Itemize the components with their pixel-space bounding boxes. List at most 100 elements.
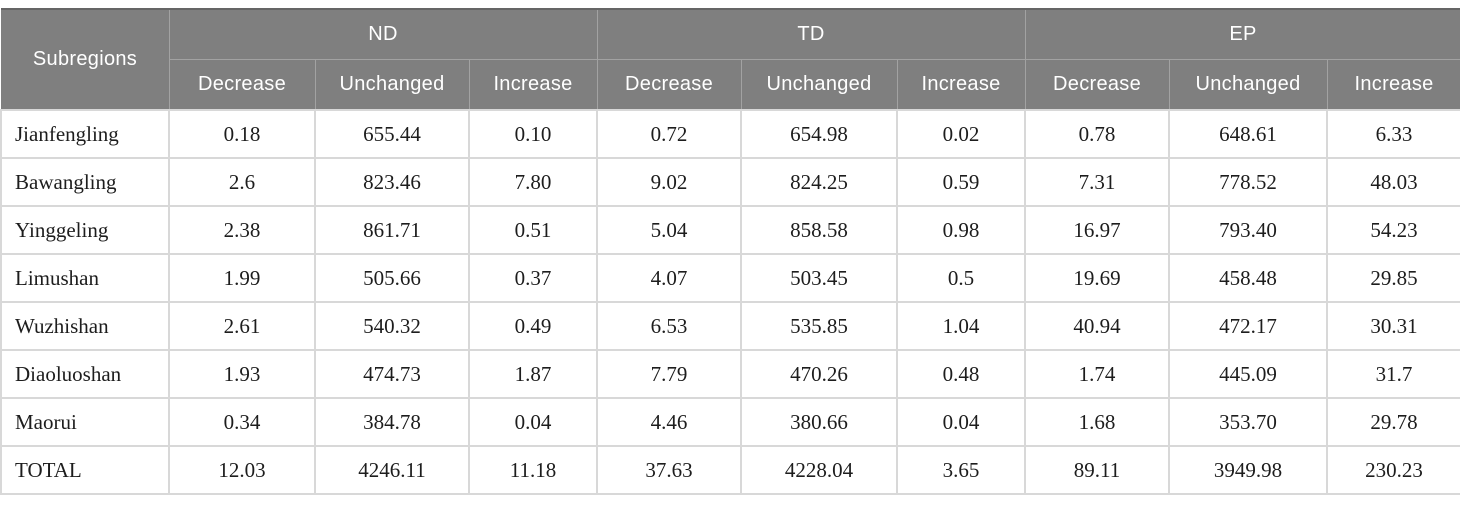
- cell-value: 353.70: [1168, 397, 1329, 447]
- cell-value: 3949.98: [1168, 445, 1329, 495]
- cell-value: 40.94: [1024, 301, 1171, 351]
- row-label: Jianfengling: [0, 109, 170, 159]
- cell-value: 29.78: [1326, 397, 1460, 447]
- cell-value: 12.03: [168, 445, 316, 495]
- cell-value: 0.37: [467, 253, 599, 303]
- cell-value: 0.04: [896, 397, 1027, 447]
- cell-value: 0.34: [168, 397, 316, 447]
- row-label: Diaoluoshan: [0, 349, 170, 399]
- table-row: Diaoluoshan 1.93 474.73 1.87 7.79 470.26 0.48 1…: [0, 349, 1460, 399]
- cell-value: 0.04: [467, 397, 599, 447]
- cell-value: 31.7: [1326, 349, 1460, 399]
- cell-value: 37.63: [596, 445, 743, 495]
- row-label: TOTAL: [0, 445, 170, 495]
- group-header-ep: EP: [1024, 8, 1460, 60]
- cell-value: 793.40: [1168, 205, 1329, 255]
- subregions-change-table: Subregions ND TD EP Decrease Unchanged I…: [0, 8, 1460, 495]
- group-header-td: TD: [596, 8, 1026, 60]
- cell-value: 5.04: [596, 205, 743, 255]
- cell-value: 384.78: [314, 397, 470, 447]
- cell-value: 470.26: [740, 349, 899, 399]
- cell-value: 89.11: [1024, 445, 1171, 495]
- cell-value: 823.46: [314, 157, 470, 207]
- cell-value: 474.73: [314, 349, 470, 399]
- cell-value: 0.98: [896, 205, 1027, 255]
- cell-value: 29.85: [1326, 253, 1460, 303]
- corner-header-subregions: Subregions: [0, 8, 170, 111]
- subheader-ep-unchanged: Unchanged: [1168, 59, 1328, 111]
- cell-value: 9.02: [596, 157, 743, 207]
- subheader-nd-increase: Increase: [468, 59, 598, 111]
- cell-value: 1.99: [168, 253, 316, 303]
- cell-value: 7.80: [467, 157, 599, 207]
- cell-value: 0.10: [467, 109, 599, 159]
- cell-value: 4228.04: [740, 445, 899, 495]
- cell-value: 230.23: [1326, 445, 1460, 495]
- subheader-ep-increase: Increase: [1326, 59, 1460, 111]
- cell-value: 472.17: [1168, 301, 1329, 351]
- row-label: Yinggeling: [0, 205, 170, 255]
- cell-value: 0.5: [896, 253, 1027, 303]
- cell-value: 648.61: [1168, 109, 1329, 159]
- table-row: Limushan 1.99 505.66 0.37 4.07 503.45 0.5 19.69…: [0, 253, 1460, 303]
- cell-value: 778.52: [1168, 157, 1329, 207]
- cell-value: 540.32: [314, 301, 470, 351]
- cell-value: 824.25: [740, 157, 899, 207]
- cell-value: 2.38: [168, 205, 316, 255]
- cell-value: 655.44: [314, 109, 470, 159]
- row-label: Limushan: [0, 253, 170, 303]
- cell-value: 0.18: [168, 109, 316, 159]
- cell-value: 4.46: [596, 397, 743, 447]
- row-label: Maorui: [0, 397, 170, 447]
- cell-value: 0.02: [896, 109, 1027, 159]
- cell-value: 19.69: [1024, 253, 1171, 303]
- cell-value: 861.71: [314, 205, 470, 255]
- cell-value: 0.51: [467, 205, 599, 255]
- subheader-td-unchanged: Unchanged: [740, 59, 898, 111]
- table-row: Yinggeling 2.38 861.71 0.51 5.04 858.58 0.98 16…: [0, 205, 1460, 255]
- cell-value: 380.66: [740, 397, 899, 447]
- cell-value: 0.78: [1024, 109, 1171, 159]
- cell-value: 535.85: [740, 301, 899, 351]
- subheader-td-increase: Increase: [896, 59, 1026, 111]
- cell-value: 7.31: [1024, 157, 1171, 207]
- header-sub-row: Decrease Unchanged Increase Decrease Unc…: [1, 59, 1460, 111]
- cell-value: 16.97: [1024, 205, 1171, 255]
- subheader-td-decrease: Decrease: [596, 59, 742, 111]
- cell-value: 0.59: [896, 157, 1027, 207]
- cell-value: 6.53: [596, 301, 743, 351]
- cell-value: 6.33: [1326, 109, 1460, 159]
- cell-value: 30.31: [1326, 301, 1460, 351]
- cell-value: 1.87: [467, 349, 599, 399]
- table-row: Maorui 0.34 384.78 0.04 4.46 380.66 0.04 1.68 35…: [0, 397, 1460, 447]
- cell-value: 2.6: [168, 157, 316, 207]
- cell-value: 858.58: [740, 205, 899, 255]
- cell-value: 505.66: [314, 253, 470, 303]
- cell-value: 11.18: [467, 445, 599, 495]
- cell-value: 7.79: [596, 349, 743, 399]
- subheader-ep-decrease: Decrease: [1024, 59, 1170, 111]
- table-header: Subregions ND TD EP Decrease Unchanged I…: [0, 8, 1460, 111]
- subheader-nd-decrease: Decrease: [168, 59, 316, 111]
- cell-value: 503.45: [740, 253, 899, 303]
- cell-value: 1.93: [168, 349, 316, 399]
- cell-value: 0.49: [467, 301, 599, 351]
- cell-value: 3.65: [896, 445, 1027, 495]
- table-row: Bawangling 2.6 823.46 7.80 9.02 824.25 0.59 7.3…: [0, 157, 1460, 207]
- cell-value: 1.04: [896, 301, 1027, 351]
- table-row: TOTAL 12.03 4246.11 11.18 37.63 4228.04 3.65 89…: [0, 445, 1460, 495]
- cell-value: 48.03: [1326, 157, 1460, 207]
- cell-value: 1.74: [1024, 349, 1171, 399]
- group-header-nd: ND: [168, 8, 598, 60]
- cell-value: 2.61: [168, 301, 316, 351]
- table-row: Jianfengling 0.18 655.44 0.10 0.72 654.98 0.02…: [0, 109, 1460, 159]
- cell-value: 445.09: [1168, 349, 1329, 399]
- cell-value: 458.48: [1168, 253, 1329, 303]
- table-row: Wuzhishan 2.61 540.32 0.49 6.53 535.85 1.04 40.…: [0, 301, 1460, 351]
- row-label: Bawangling: [0, 157, 170, 207]
- cell-value: 4.07: [596, 253, 743, 303]
- table-body: Jianfengling 0.18 655.44 0.10 0.72 654.98 0.02…: [0, 109, 1460, 495]
- cell-value: 654.98: [740, 109, 899, 159]
- cell-value: 0.72: [596, 109, 743, 159]
- cell-value: 4246.11: [314, 445, 470, 495]
